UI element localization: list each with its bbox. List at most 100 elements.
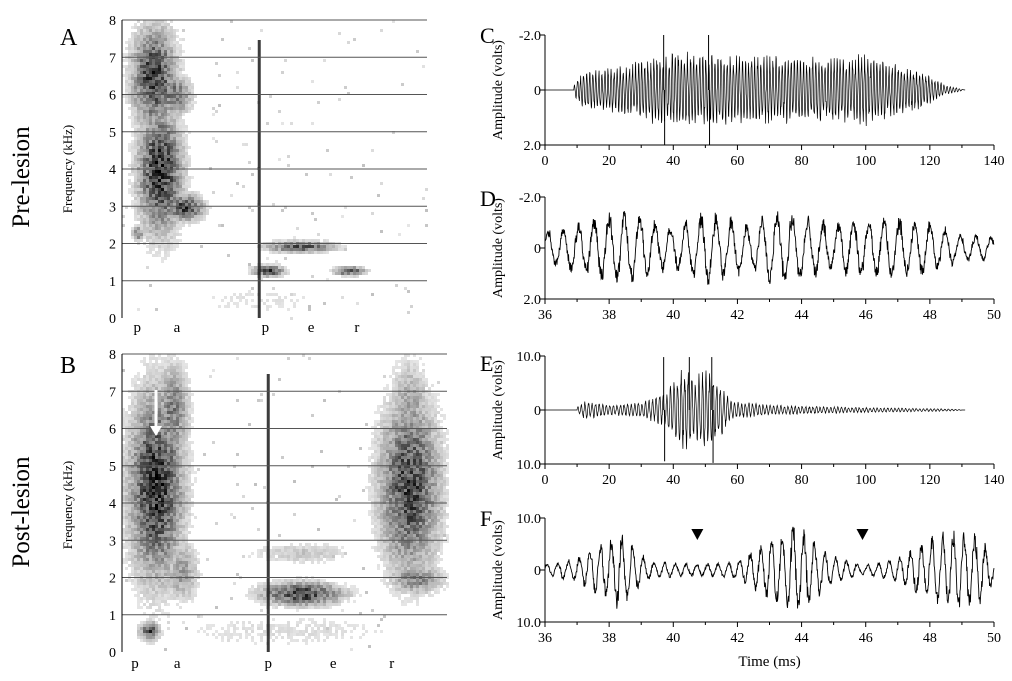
y-tick-label: 7 — [109, 51, 116, 66]
y-tick-label: 2.0 — [524, 293, 542, 308]
x-tick-label: 60 — [730, 473, 744, 488]
y-axis-label: Amplitude (volts) — [491, 40, 506, 140]
phoneme-label: p — [134, 320, 142, 336]
phoneme-label: e — [308, 320, 315, 336]
panel-letter-c: C — [480, 23, 495, 48]
x-tick-label: 80 — [795, 473, 809, 488]
phoneme-label: p — [131, 656, 139, 672]
y-tick-label: 10.0 — [517, 350, 542, 365]
arrow-head-icon — [150, 426, 162, 436]
x-tick-label: 48 — [923, 631, 937, 646]
x-tick-label: 120 — [919, 154, 940, 169]
panels: A Frequency (kHz) 0 1 2 3 4 5 6 7 8 p a p e r B Frequency… — [60, 14, 1005, 672]
y-tick-label: 0 — [109, 646, 116, 661]
y-axis-label: Amplitude (volts) — [491, 198, 506, 298]
x-tick-label: 36 — [538, 631, 552, 646]
row-label-post-lesion: Post-lesion — [8, 456, 35, 568]
y-tick-label: 1 — [109, 609, 116, 624]
phoneme-label: p — [262, 320, 270, 336]
y-tick-label: -2.0 — [519, 191, 541, 206]
marker-triangle-icon — [691, 529, 704, 540]
y-tick-label: 2 — [109, 572, 116, 587]
x-tick-label: 40 — [666, 631, 680, 646]
x-axis-label: Time (ms) — [738, 654, 800, 670]
x-tick-label: 140 — [984, 473, 1005, 488]
x-tick-label: 46 — [859, 308, 873, 323]
x-tick-label: 50 — [987, 631, 1001, 646]
x-tick-label: 44 — [795, 631, 809, 646]
y-tick-label: 2 — [109, 238, 116, 253]
x-tick-label: 46 — [859, 631, 873, 646]
y-tick-label: 1 — [109, 275, 116, 290]
spectrogram — [122, 20, 428, 320]
phoneme-label: a — [174, 320, 181, 336]
y-tick-label: 5 — [109, 126, 116, 141]
panel-letter-b: B — [60, 353, 76, 379]
spectrogram — [122, 354, 449, 651]
panel-letter-a: A — [60, 25, 78, 51]
x-tick-label: 42 — [730, 308, 744, 323]
y-tick-label: 2.0 — [524, 139, 542, 154]
y-tick-label: 8 — [109, 14, 116, 29]
x-tick-label: 100 — [855, 154, 876, 169]
waveform-trace — [545, 370, 966, 450]
y-tick-label: 7 — [109, 385, 116, 400]
x-tick-label: 36 — [538, 308, 552, 323]
y-tick-label: 0 — [534, 564, 541, 579]
row-label-pre-lesion: Pre-lesion — [8, 126, 35, 228]
y-tick-label: 8 — [109, 348, 116, 363]
y-tick-label: 4 — [109, 163, 116, 178]
x-tick-label: 50 — [987, 308, 1001, 323]
y-tick-label: 6 — [109, 89, 116, 104]
y-tick-label: 10.0 — [517, 458, 542, 473]
x-tick-label: 120 — [919, 473, 940, 488]
y-tick-label: 3 — [109, 200, 116, 215]
y-tick-label: 5 — [109, 460, 116, 475]
y-axis-label: Amplitude (volts) — [491, 520, 506, 620]
y-tick-label: 6 — [109, 423, 116, 438]
x-tick-label: 40 — [666, 154, 680, 169]
phoneme-label: p — [265, 656, 273, 672]
panel-a: A Frequency (kHz) 0 1 2 3 4 5 6 7 8 p a p e r — [60, 14, 428, 336]
x-tick-label: 48 — [923, 308, 937, 323]
x-tick-label: 100 — [855, 473, 876, 488]
burst-line — [257, 40, 261, 318]
x-tick-label: 60 — [730, 154, 744, 169]
x-tick-label: 20 — [602, 473, 616, 488]
x-tick-label: 40 — [666, 308, 680, 323]
x-tick-label: 40 — [666, 473, 680, 488]
phoneme-label: a — [174, 656, 181, 672]
y-tick-label: 10.0 — [517, 616, 542, 631]
x-tick-label: 38 — [602, 308, 616, 323]
x-tick-label: 0 — [542, 154, 549, 169]
y-tick-label: 10.0 — [517, 512, 542, 527]
phoneme-label: r — [354, 320, 359, 336]
waveform-trace — [544, 211, 995, 285]
phoneme-label: r — [389, 656, 394, 672]
panel-letter-f: F — [480, 506, 492, 531]
x-tick-label: 44 — [795, 308, 809, 323]
x-tick-label: 42 — [730, 631, 744, 646]
x-tick-label: 80 — [795, 154, 809, 169]
y-tick-label: 3 — [109, 534, 116, 549]
x-tick-label: 20 — [602, 154, 616, 169]
y-tick-label: 0 — [534, 404, 541, 419]
y-axis-label: Frequency (kHz) — [60, 125, 75, 213]
marker-triangle-icon — [856, 529, 869, 540]
waveform-trace — [544, 526, 995, 609]
y-tick-label: 4 — [109, 497, 116, 512]
y-tick-label: 0 — [109, 312, 116, 327]
burst-line — [266, 374, 270, 652]
y-axis-label: Amplitude (volts) — [491, 360, 506, 460]
panel-b: B Frequency (kHz) 0 1 2 3 4 5 6 7 8 p a p e r — [60, 348, 449, 672]
x-tick-label: 0 — [542, 473, 549, 488]
y-tick-label: 0 — [534, 242, 541, 257]
panel-letter-d: D — [480, 186, 496, 211]
x-tick-label: 140 — [984, 154, 1005, 169]
waveform-trace — [545, 51, 966, 127]
phoneme-label: e — [330, 656, 337, 672]
y-tick-label: 0 — [534, 84, 541, 99]
